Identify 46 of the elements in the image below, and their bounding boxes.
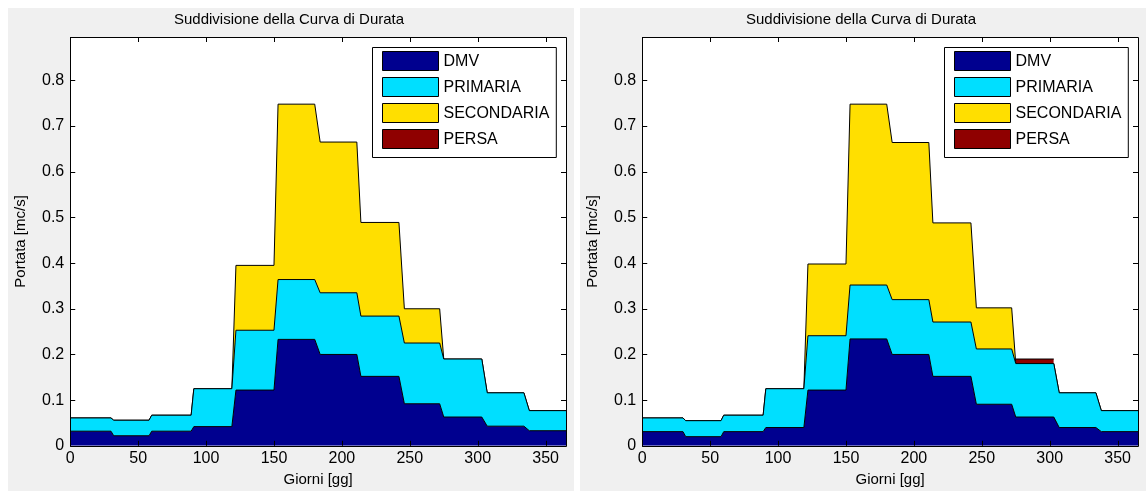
y-tick-label: 0 [55,436,65,454]
legend-label: PERSA [1015,130,1071,148]
x-tick-label: 200 [328,448,356,466]
x-tick-label: 250 [968,448,996,466]
legend-label: SECONDARIA [443,104,550,122]
x-axis-title: Giorni [gg] [855,470,925,488]
x-tick-label: 350 [1104,448,1132,466]
y-tick-label: 0.7 [613,116,637,134]
y-tick-label: 0.1 [41,390,65,408]
chart-title: Suddivisione della Curva di Durata [745,10,977,28]
chart-title: Suddivisione della Curva di Durata [173,10,405,28]
legend-label: DMV [1015,52,1052,70]
x-tick-label: 150 [832,448,860,466]
legend-label: DMV [443,52,480,70]
y-tick-label: 0.3 [613,299,637,317]
y-tick-label: 0.4 [41,253,65,271]
x-tick-label: 50 [129,448,148,466]
y-tick-label: 0.6 [41,162,65,180]
x-tick-label: 100 [192,448,220,466]
x-tick-label: 350 [532,448,560,466]
x-axis-title: Giorni [gg] [283,470,353,488]
y-tick-label: 0.8 [613,70,637,88]
y-tick-label: 0.1 [613,390,637,408]
y-tick-label: 0.7 [41,116,65,134]
y-axis-title: Portata [mc/s] [583,195,601,288]
y-tick-label: 0.3 [41,299,65,317]
legend-label: PRIMARIA [1015,78,1094,96]
legend-label: PERSA [443,130,499,148]
x-tick-label: 300 [464,448,492,466]
y-tick-label: 0.5 [41,207,65,225]
y-tick-label: 0.5 [613,207,637,225]
y-tick-label: 0.8 [41,70,65,88]
legend-label: PRIMARIA [443,78,522,96]
x-tick-label: 200 [900,448,928,466]
x-tick-label: 300 [1036,448,1064,466]
y-tick-label: 0.2 [41,344,65,362]
y-tick-label: 0.6 [613,162,637,180]
y-tick-label: 0.4 [613,253,637,271]
y-axis-title: Portata [mc/s] [11,195,29,288]
x-tick-label: 50 [701,448,720,466]
x-tick-label: 150 [260,448,288,466]
y-tick-label: 0.2 [613,344,637,362]
x-tick-label: 100 [764,448,792,466]
y-tick-label: 0 [627,436,637,454]
x-tick-label: 250 [396,448,424,466]
legend-label: SECONDARIA [1015,104,1122,122]
